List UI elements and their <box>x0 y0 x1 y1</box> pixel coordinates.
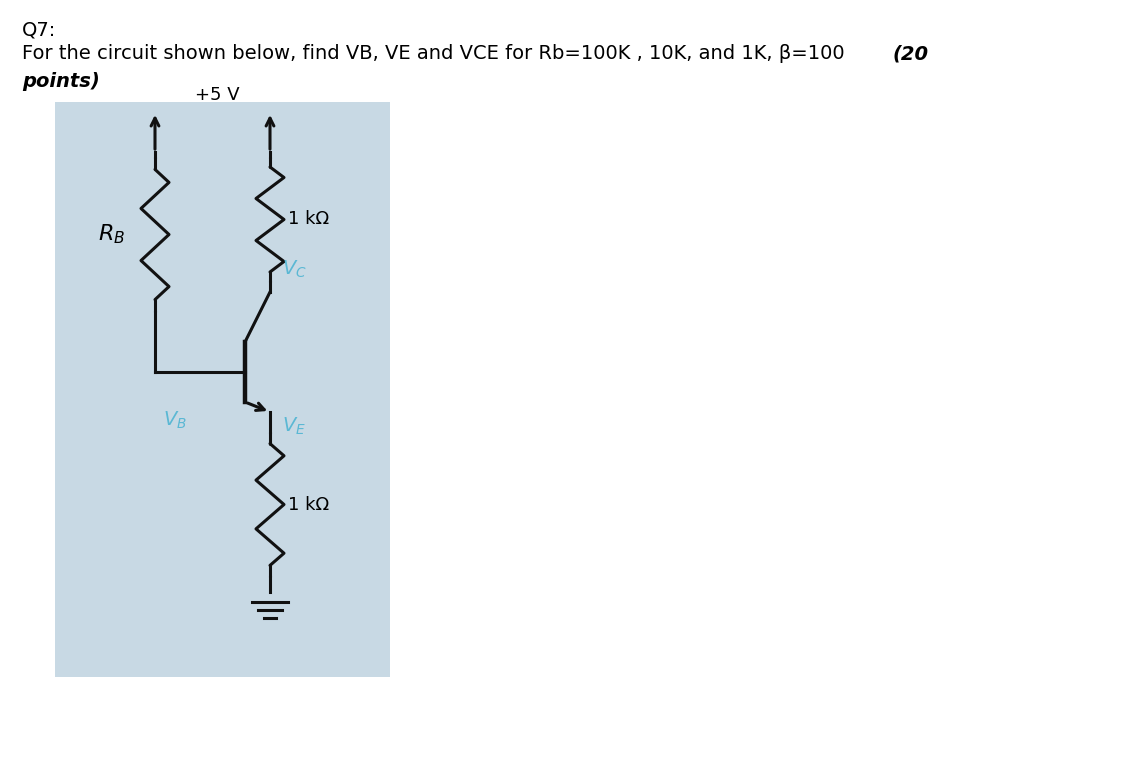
Text: $V_C$: $V_C$ <box>282 259 307 280</box>
Text: points): points) <box>22 72 100 91</box>
Bar <box>55 102 390 677</box>
Text: 1 kΩ: 1 kΩ <box>289 496 329 513</box>
Text: +5 V: +5 V <box>195 86 240 104</box>
Text: $V_E$: $V_E$ <box>282 416 306 437</box>
Text: 1 kΩ: 1 kΩ <box>289 211 329 229</box>
Text: $V_B$: $V_B$ <box>162 410 186 432</box>
Text: For the circuit shown below, find VB, VE and VCE for Rb=100K , 10K, and 1K, β=10: For the circuit shown below, find VB, VE… <box>22 44 851 63</box>
Text: Q7:: Q7: <box>22 20 57 39</box>
Text: (20: (20 <box>892 44 928 63</box>
Text: $R_B$: $R_B$ <box>98 222 125 246</box>
